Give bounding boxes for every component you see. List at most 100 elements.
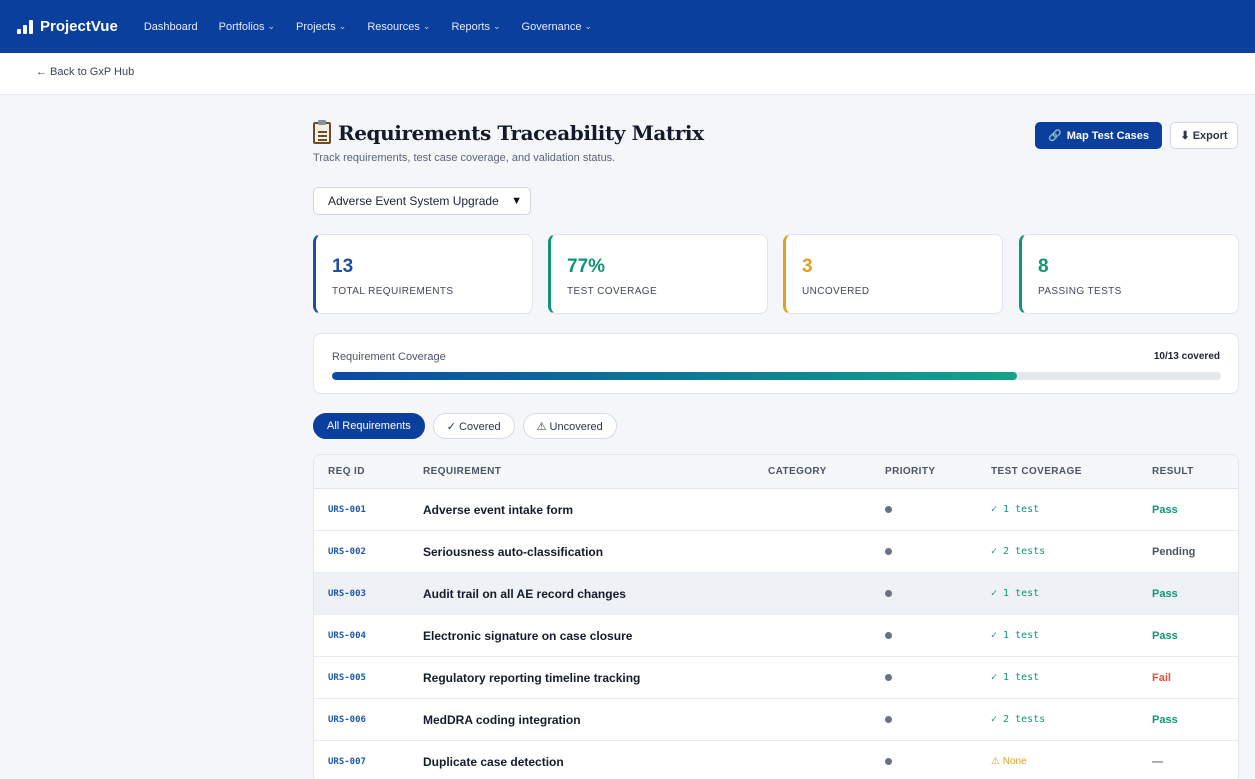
download-icon: ⬇ bbox=[1180, 130, 1190, 142]
nav-resources[interactable]: Resources ⌄ bbox=[367, 20, 431, 33]
stat-value: 3 bbox=[802, 256, 813, 277]
back-link[interactable]: ← Back to GxP Hub bbox=[36, 66, 135, 78]
test-coverage: ✓ 1 test bbox=[991, 672, 1040, 683]
project-select[interactable]: Adverse Event System Upgrade ▼ bbox=[313, 187, 531, 215]
coverage-label: Requirement Coverage bbox=[332, 351, 446, 363]
chevron-down-icon: ⌄ bbox=[584, 21, 593, 31]
requirement-text: Regulatory reporting timeline tracking bbox=[423, 671, 641, 685]
result-status: Pass bbox=[1152, 714, 1178, 726]
req-id-link[interactable]: URS-002 bbox=[328, 547, 366, 557]
page-title: Requirements Traceability Matrix bbox=[338, 121, 704, 145]
chevron-down-icon: ⌄ bbox=[422, 21, 431, 31]
map-test-cases-button[interactable]: 🔗 Map Test Cases bbox=[1035, 122, 1162, 149]
priority-dot-icon bbox=[885, 590, 892, 597]
stat-label: TEST COVERAGE bbox=[567, 286, 658, 297]
table-header: REQ ID REQUIREMENT CATEGORY PRIORITY TES… bbox=[314, 455, 1238, 489]
filter-covered[interactable]: ✓ Covered bbox=[432, 413, 515, 439]
coverage-panel: Requirement Coverage 10/13 covered bbox=[313, 333, 1239, 394]
priority-dot-icon bbox=[885, 758, 892, 765]
coverage-progress-bar bbox=[332, 372, 1221, 380]
stat-card-total: 13 TOTAL REQUIREMENTS bbox=[313, 234, 533, 314]
stat-value: 13 bbox=[332, 256, 354, 277]
test-coverage: ✓ 2 tests bbox=[991, 714, 1046, 725]
req-id-link[interactable]: URS-006 bbox=[328, 715, 366, 725]
col-requirement[interactable]: REQUIREMENT bbox=[423, 466, 502, 477]
project-select-value: Adverse Event System Upgrade bbox=[328, 194, 499, 208]
requirement-text: Adverse event intake form bbox=[423, 503, 574, 517]
result-status: Pending bbox=[1152, 546, 1196, 558]
test-coverage: ✓ 1 test bbox=[991, 630, 1040, 641]
col-priority[interactable]: PRIORITY bbox=[885, 466, 936, 477]
stat-value: 77% bbox=[567, 256, 606, 277]
stat-label: UNCOVERED bbox=[802, 286, 870, 297]
result-status: Fail bbox=[1152, 672, 1171, 684]
test-coverage: ✓ 1 test bbox=[991, 504, 1040, 515]
nav-reports[interactable]: Reports ⌄ bbox=[451, 20, 501, 33]
brand-name: ProjectVue bbox=[40, 18, 118, 35]
table-row[interactable]: URS-006 MedDRA coding integration ✓ 2 test… bbox=[314, 699, 1238, 741]
chevron-down-icon: ⌄ bbox=[338, 21, 347, 31]
stat-value: 8 bbox=[1038, 256, 1049, 277]
result-status: Pass bbox=[1152, 588, 1178, 600]
filter-uncovered[interactable]: ⚠ Uncovered bbox=[522, 413, 617, 439]
priority-dot-icon bbox=[885, 674, 892, 681]
nav-dashboard[interactable]: Dashboard bbox=[143, 20, 198, 33]
table-row[interactable]: URS-003 Audit trail on all AE record chan… bbox=[314, 573, 1238, 615]
table-row[interactable]: URS-005 Regulatory reporting timeline tra… bbox=[314, 657, 1238, 699]
requirement-text: Electronic signature on case closure bbox=[423, 629, 633, 643]
req-id-link[interactable]: URS-007 bbox=[328, 757, 366, 767]
page-header: Requirements Traceability Matrix Track r… bbox=[313, 120, 1239, 164]
test-coverage: ✓ 1 test bbox=[991, 588, 1040, 599]
req-id-link[interactable]: URS-003 bbox=[328, 589, 366, 599]
table-body: URS-001 Adverse event intake form ✓ 1 test… bbox=[314, 489, 1238, 779]
result-status: — bbox=[1152, 756, 1163, 768]
stat-card-uncovered: 3 UNCOVERED bbox=[783, 234, 1003, 314]
filter-all[interactable]: All Requirements bbox=[313, 413, 425, 439]
filter-pills: All Requirements ✓ Covered ⚠ Uncovered bbox=[313, 413, 617, 439]
test-coverage: ⚠ None bbox=[991, 756, 1027, 767]
req-id-link[interactable]: URS-004 bbox=[328, 631, 366, 641]
col-test-coverage[interactable]: TEST COVERAGE bbox=[991, 466, 1082, 477]
export-button[interactable]: ⬇ Export bbox=[1170, 122, 1238, 149]
bar-chart-icon bbox=[17, 19, 33, 34]
req-id-link[interactable]: URS-001 bbox=[328, 505, 366, 515]
table-row[interactable]: URS-007 Duplicate case detection ⚠ None — bbox=[314, 741, 1238, 779]
requirement-text: Duplicate case detection bbox=[423, 755, 564, 769]
nav-portfolios[interactable]: Portfolios ⌄ bbox=[218, 20, 276, 33]
nav-governance[interactable]: Governance ⌄ bbox=[521, 20, 593, 33]
requirements-table: REQ ID REQUIREMENT CATEGORY PRIORITY TES… bbox=[313, 454, 1239, 779]
result-status: Pass bbox=[1152, 504, 1178, 516]
req-id-link[interactable]: URS-005 bbox=[328, 673, 366, 683]
requirement-text: Seriousness auto-classification bbox=[423, 545, 604, 559]
chevron-down-icon: ⌄ bbox=[493, 21, 501, 31]
col-result[interactable]: RESULT bbox=[1152, 466, 1194, 477]
stat-card-coverage: 77% TEST COVERAGE bbox=[548, 234, 768, 314]
requirement-text: Audit trail on all AE record changes bbox=[423, 587, 626, 601]
table-row[interactable]: URS-001 Adverse event intake form ✓ 1 test… bbox=[314, 489, 1238, 531]
requirement-text: MedDRA coding integration bbox=[423, 713, 581, 727]
priority-dot-icon bbox=[885, 548, 892, 555]
coverage-progress-fill bbox=[332, 372, 1017, 380]
nav-projects[interactable]: Projects ⌄ bbox=[296, 20, 347, 33]
priority-dot-icon bbox=[885, 506, 892, 513]
table-row[interactable]: URS-002 Seriousness auto-classification ✓ … bbox=[314, 531, 1238, 573]
coverage-count: 10/13 covered bbox=[1153, 351, 1220, 362]
page-subtitle: Track requirements, test case coverage, … bbox=[313, 152, 616, 164]
table-row[interactable]: URS-004 Electronic signature on case clos… bbox=[314, 615, 1238, 657]
top-nav: ProjectVue Dashboard Portfolios ⌄ Project… bbox=[0, 0, 1255, 53]
clipboard-icon bbox=[313, 120, 331, 144]
stat-card-passing: 8 PASSING TESTS bbox=[1019, 234, 1239, 314]
stat-label: TOTAL REQUIREMENTS bbox=[332, 286, 454, 297]
priority-dot-icon bbox=[885, 632, 892, 639]
stat-label: PASSING TESTS bbox=[1038, 286, 1122, 297]
link-icon: 🔗 bbox=[1047, 130, 1062, 142]
brand-logo[interactable]: ProjectVue bbox=[17, 18, 118, 35]
test-coverage: ✓ 2 tests bbox=[991, 546, 1046, 557]
sub-bar: ← Back to GxP Hub bbox=[0, 53, 1255, 95]
chevron-down-icon: ▼ bbox=[511, 195, 522, 207]
chevron-down-icon: ⌄ bbox=[267, 21, 276, 31]
result-status: Pass bbox=[1152, 630, 1178, 642]
priority-dot-icon bbox=[885, 716, 892, 723]
col-req-id[interactable]: REQ ID bbox=[328, 466, 365, 477]
col-category[interactable]: CATEGORY bbox=[768, 466, 827, 477]
